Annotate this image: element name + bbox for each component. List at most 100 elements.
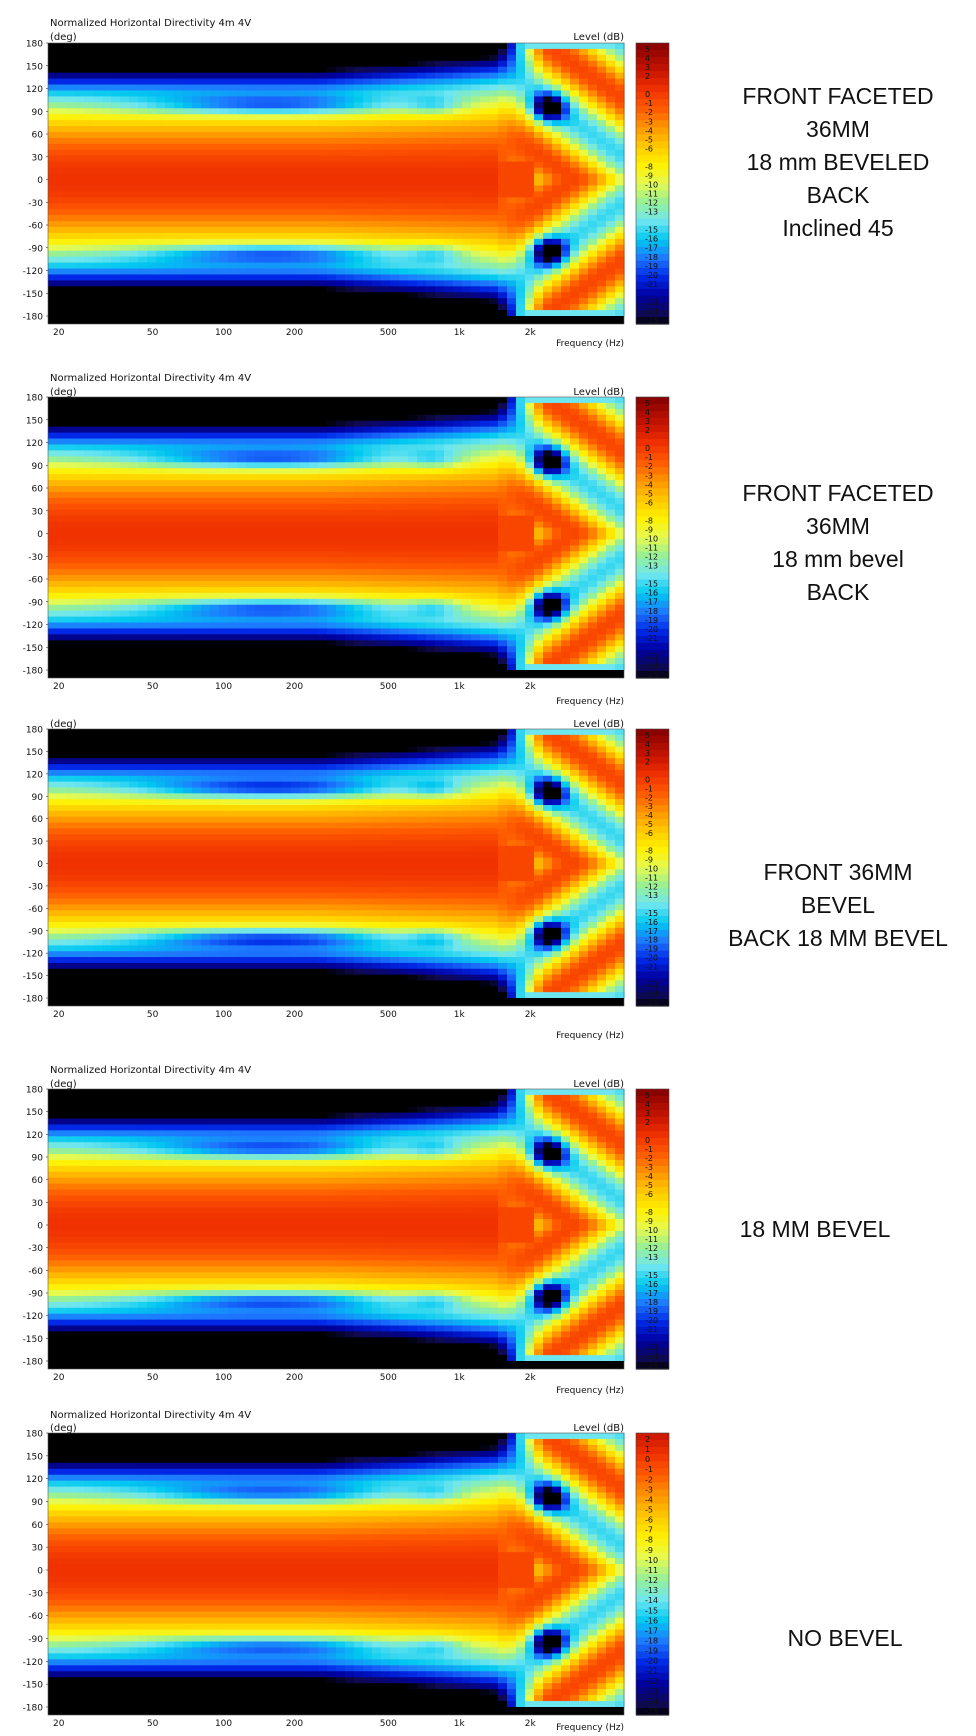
heatmap-cell — [75, 280, 85, 287]
heatmap-cell — [282, 280, 292, 287]
heatmap-cell — [255, 468, 265, 475]
heatmap-cell — [237, 408, 247, 416]
heatmap-cell — [399, 432, 409, 440]
heatmap-cell — [534, 78, 544, 86]
heatmap-cell — [192, 280, 202, 287]
heatmap-cell — [48, 274, 58, 281]
heatmap-cell — [201, 155, 211, 163]
heatmap-cell — [165, 432, 175, 440]
heatmap-cell — [399, 143, 409, 151]
heatmap-cell — [345, 664, 355, 671]
heatmap-cell — [264, 244, 274, 252]
heatmap-cell — [327, 304, 337, 311]
heatmap-cell — [129, 179, 139, 187]
heatmap-cell — [552, 60, 562, 68]
heatmap-cell — [84, 268, 94, 276]
heatmap-cell — [147, 48, 157, 56]
heatmap-cell — [201, 43, 211, 50]
heatmap-cell — [84, 155, 94, 163]
heatmap-cell — [597, 155, 607, 163]
heatmap-cell — [543, 54, 553, 62]
heatmap-cell — [417, 521, 427, 529]
heatmap-cell — [507, 304, 517, 311]
heatmap-cell — [381, 203, 391, 210]
heatmap-cell — [381, 221, 391, 228]
heatmap-cell — [129, 521, 139, 529]
heatmap-cell — [102, 232, 112, 240]
heatmap-cell — [255, 54, 265, 62]
heatmap-cell — [219, 209, 229, 216]
heatmap-cell — [165, 563, 175, 570]
heatmap-cell — [156, 167, 166, 175]
heatmap-cell — [192, 586, 202, 594]
heatmap-cell — [147, 72, 157, 80]
heatmap-cell — [408, 456, 418, 463]
heatmap-cell — [390, 652, 400, 659]
heatmap-cell — [390, 161, 400, 169]
heatmap-cell — [57, 149, 67, 157]
heatmap-cell — [534, 120, 544, 127]
x-tick-label: 100 — [215, 328, 232, 338]
heatmap-cell — [390, 226, 400, 234]
heatmap-cell — [534, 155, 544, 163]
heatmap-cell — [498, 155, 508, 163]
heatmap-cell — [417, 132, 427, 139]
heatmap-cell — [237, 586, 247, 594]
heatmap-cell — [237, 114, 247, 121]
heatmap-cell — [246, 310, 256, 317]
heatmap-cell — [282, 580, 292, 588]
heatmap-cell — [444, 292, 454, 299]
heatmap-cell — [498, 60, 508, 68]
heatmap-cell — [597, 274, 607, 281]
heatmap-cell — [291, 197, 301, 204]
heatmap-cell — [390, 474, 400, 481]
heatmap-cell — [165, 280, 175, 287]
heatmap-cell — [273, 90, 283, 98]
heatmap-cell — [327, 197, 337, 204]
heatmap-cell — [336, 256, 346, 264]
heatmap-cell — [183, 244, 193, 252]
heatmap-cell — [354, 628, 364, 635]
heatmap-cell — [48, 616, 58, 624]
heatmap-cell — [498, 137, 508, 145]
heatmap-cell — [66, 610, 76, 618]
heatmap-cell — [309, 622, 319, 630]
heatmap-cell — [372, 557, 382, 564]
heatmap-cell — [138, 616, 148, 624]
heatmap-cell — [75, 539, 85, 546]
heatmap-cell — [246, 533, 256, 541]
heatmap-cell — [183, 652, 193, 659]
colorbar-tick-label: -9 — [645, 171, 653, 180]
heatmap-cell — [174, 616, 184, 624]
heatmap-cell — [255, 646, 265, 653]
heatmap-cell — [264, 215, 274, 222]
heatmap-cell — [453, 203, 463, 210]
heatmap-cell — [75, 462, 85, 469]
heatmap-cell — [255, 575, 265, 582]
heatmap-cell — [588, 274, 598, 281]
heatmap-cell — [318, 640, 328, 647]
heatmap-cell — [408, 256, 418, 264]
heatmap-cell — [408, 533, 418, 541]
heatmap-cell — [561, 48, 571, 56]
heatmap-cell — [237, 167, 247, 175]
heatmap-cell — [345, 628, 355, 635]
colorbar-segment — [636, 169, 669, 178]
heatmap-cell — [120, 468, 130, 475]
heatmap-cell — [219, 414, 229, 422]
heatmap-cell — [399, 114, 409, 121]
heatmap-cell — [228, 491, 238, 499]
heatmap-cell — [363, 203, 373, 210]
heatmap-cell — [192, 533, 202, 541]
heatmap-cell — [579, 90, 589, 98]
heatmap-cell — [147, 215, 157, 222]
heatmap-cell — [318, 48, 328, 56]
heatmap-cell — [498, 161, 508, 169]
heatmap-cell — [597, 54, 607, 62]
heatmap-cell — [372, 444, 382, 452]
heatmap-cell — [111, 414, 121, 422]
heatmap-cell — [300, 503, 310, 511]
heatmap-cell — [111, 652, 121, 659]
heatmap-cell — [147, 497, 157, 505]
heatmap-cell — [201, 622, 211, 630]
